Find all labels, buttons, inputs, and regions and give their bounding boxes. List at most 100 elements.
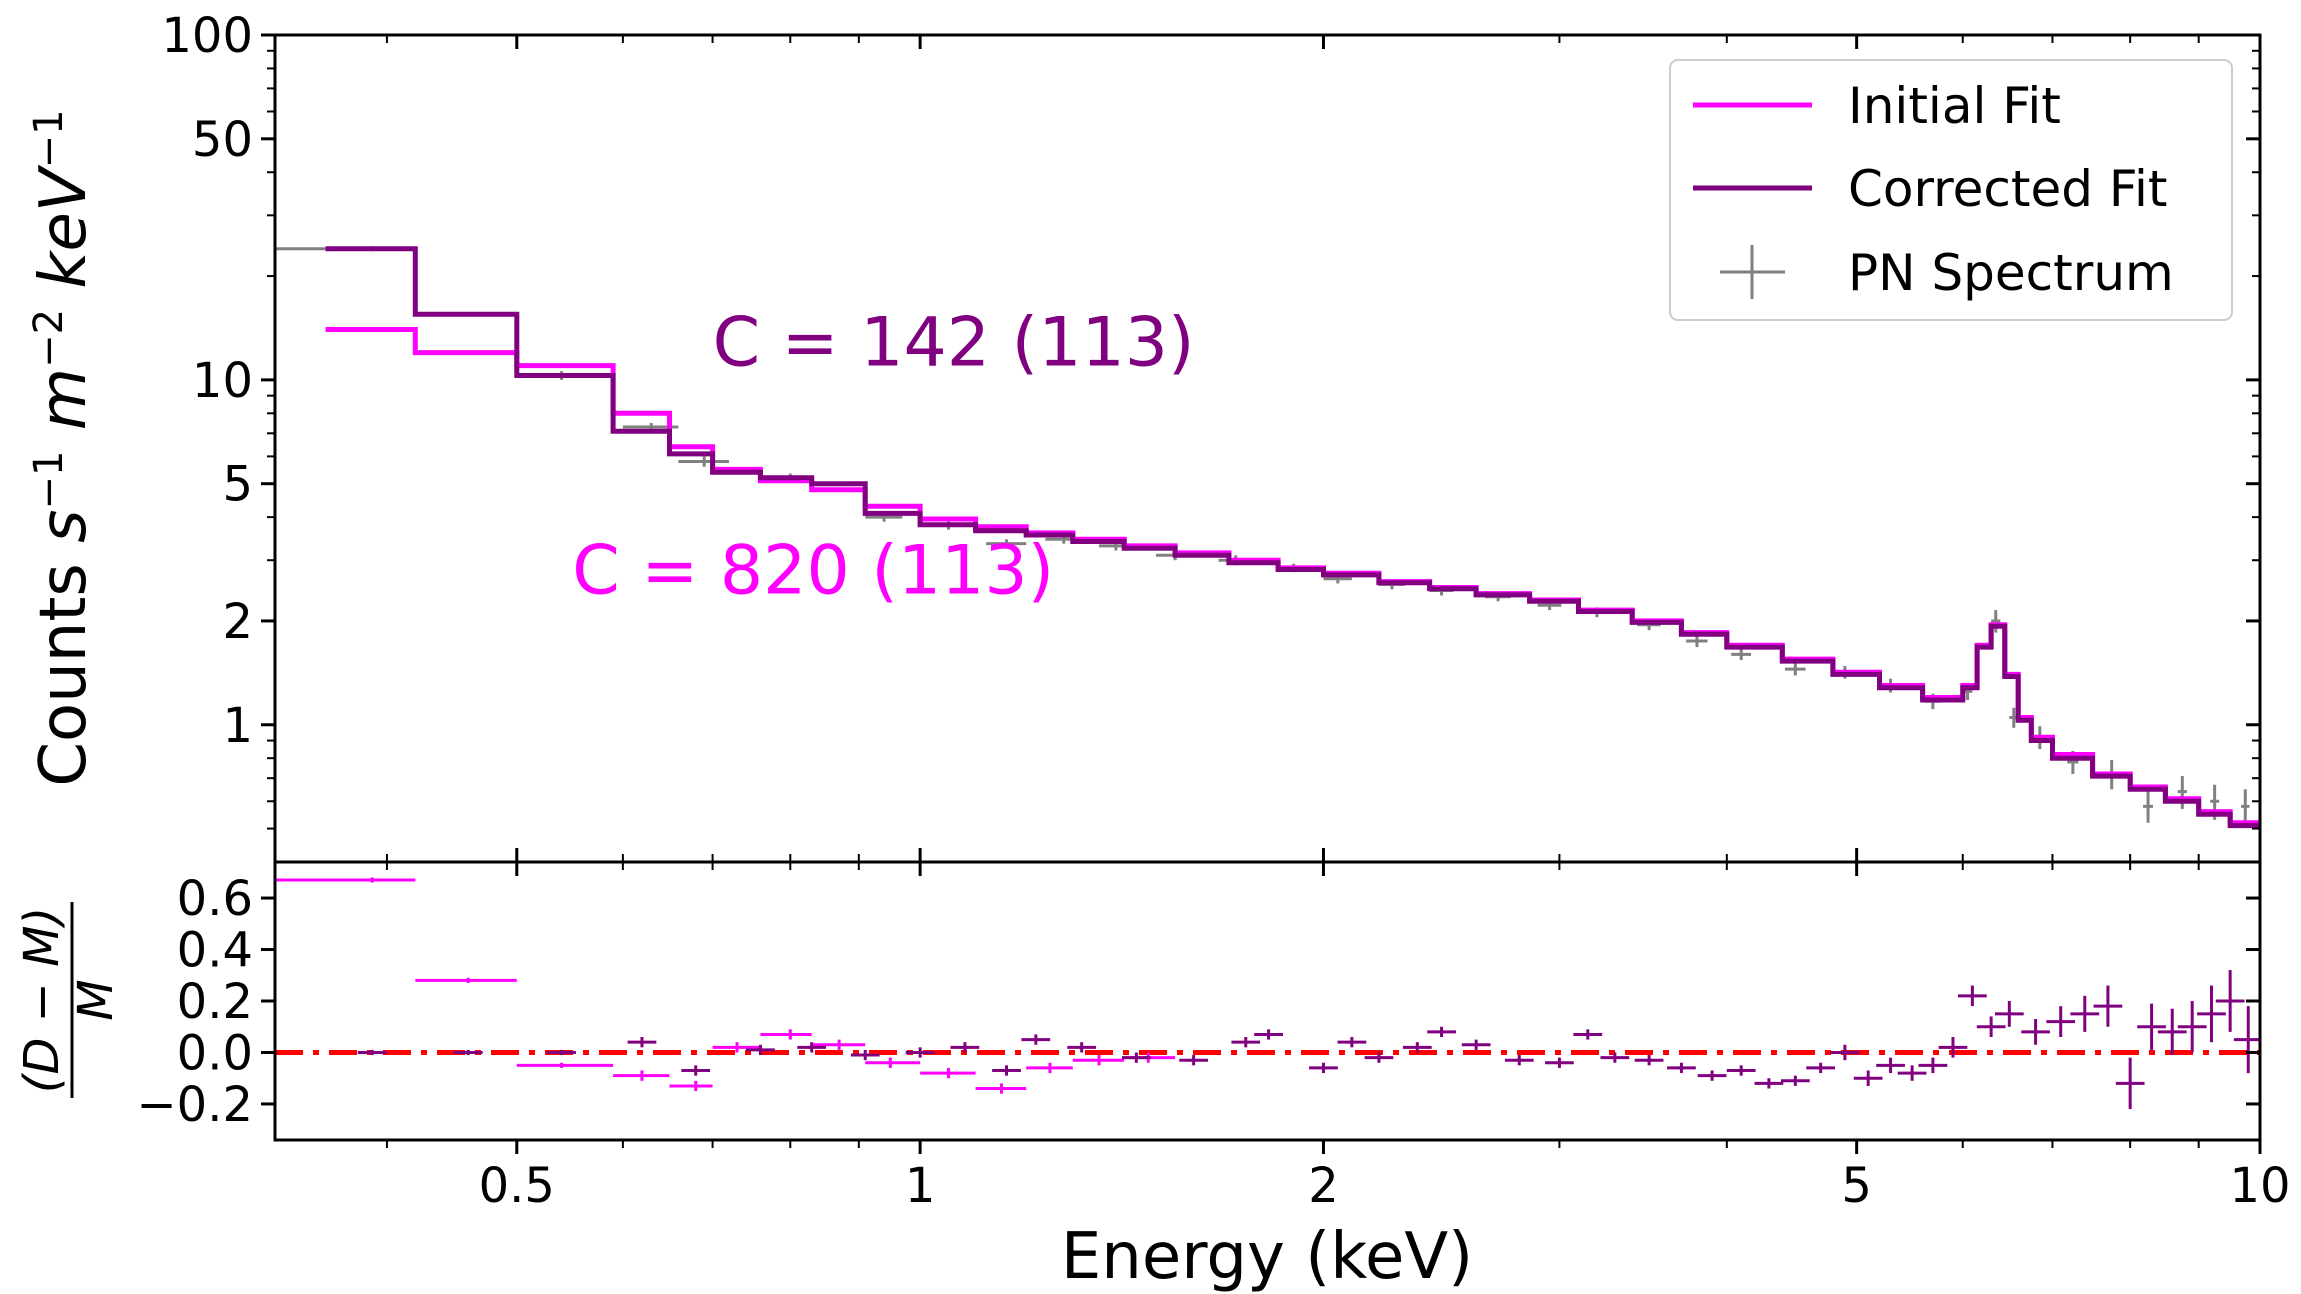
- corrected-residual-point: [1121, 1052, 1151, 1063]
- corrected-residual-point: [2137, 1003, 2166, 1050]
- corrected-residual-point: [2070, 995, 2100, 1032]
- corrected-residual-point: [1754, 1078, 1784, 1089]
- corrected-residual-point: [547, 1049, 576, 1056]
- main-y-axis-label: Counts s−1 m−2 keV−1: [26, 109, 101, 786]
- corrected-residual-point: [950, 1042, 980, 1053]
- corrected-residual-point: [2021, 1019, 2050, 1045]
- corrected-residual-point: [1976, 1016, 2006, 1038]
- x-axis-label: Energy (keV): [1061, 1220, 1473, 1294]
- corrected-residual-point: [453, 1049, 483, 1056]
- x-tick-label: 0.5: [479, 1158, 555, 1214]
- corrected-residual-point: [1634, 1055, 1664, 1066]
- corrected-residual-point: [1179, 1055, 1208, 1066]
- corrected-fit-line: [325, 246, 2260, 829]
- corrected-residual-point: [1402, 1042, 1432, 1053]
- initial-residual-point: [975, 1083, 1027, 1094]
- pn-spectrum-point: [678, 456, 729, 467]
- corrected-residual-point: [1897, 1065, 1927, 1081]
- residual-y-label-denominator: M: [68, 979, 124, 1020]
- corrected-residual-point: [2115, 1057, 2145, 1110]
- legend-label-initial-fit: Initial Fit: [1848, 77, 2061, 135]
- fit-statistic-initial: C = 820 (113): [572, 532, 1054, 611]
- legend: Initial Fit Corrected Fit PN Spectrum: [1669, 59, 2233, 321]
- initial-residual-point: [1026, 1062, 1073, 1074]
- initial-residual-point: [865, 1057, 921, 1068]
- legend-label-corrected-fit: Corrected Fit: [1848, 160, 2168, 218]
- corrected-residual-point: [2046, 1006, 2076, 1038]
- initial-residual-point: [920, 1067, 976, 1079]
- corrected-residual-point: [1067, 1042, 1097, 1053]
- corrected-residual-point: [1853, 1070, 1883, 1086]
- corrected-residual-point: [1545, 1057, 1574, 1068]
- initial-residual-point: [712, 1042, 761, 1053]
- corrected-residual-point: [1573, 1029, 1603, 1040]
- corrected-residual-point: [1726, 1065, 1756, 1076]
- corrected-residual-point: [1938, 1037, 1968, 1058]
- corrected-residual-point: [992, 1065, 1021, 1076]
- corrected-residual-point: [2233, 1006, 2260, 1074]
- pn-spectrum-point: [1991, 610, 2001, 633]
- corrected-residual-point: [2197, 985, 2226, 1043]
- corrected-residual-point: [1780, 1075, 1810, 1086]
- corrected-residual-point: [797, 1042, 827, 1053]
- residual-panel: 0.5 1 2 5 10 −0.20.00.20.40.6 (D − M) M Energ…: [14, 860, 2291, 1294]
- initial-residual-point: [1072, 1055, 1125, 1066]
- corrected-residual-point: [1918, 1057, 1948, 1074]
- main-y-tick-label: 10: [192, 353, 253, 409]
- corrected-residual-point: [1667, 1062, 1696, 1074]
- corrected-residual-point: [1461, 1039, 1491, 1050]
- corrected-residual-point: [1600, 1052, 1630, 1063]
- corrected-residual-point: [746, 1044, 775, 1056]
- pn-spectrum-point: [2241, 789, 2250, 826]
- corrected-residual-point: [2093, 985, 2123, 1027]
- pn-spectrum-point: [2143, 791, 2153, 823]
- corrected-residual-point: [2215, 970, 2245, 1032]
- main-panel: 1 2 5 10 50 100 C = 142 (113) C = 820 (113) I…: [26, 8, 2262, 864]
- initial-residual-point: [669, 1080, 713, 1092]
- corrected-residual-point: [1504, 1055, 1534, 1066]
- residual-y-tick-label: 0.2: [177, 974, 253, 1030]
- x-tick-label: 1: [905, 1158, 936, 1214]
- residual-y-tick-label: −0.2: [136, 1077, 253, 1133]
- initial-residual-point: [613, 1070, 670, 1081]
- x-tick-label: 5: [1841, 1158, 1872, 1214]
- corrected-residual-point: [1427, 1026, 1456, 1038]
- residual-y-tick-label: 0.6: [177, 871, 253, 927]
- corrected-residual-point: [1231, 1037, 1261, 1048]
- corrected-residual-point: [1994, 1001, 2024, 1027]
- main-y-tick-label: 5: [222, 457, 253, 513]
- pn-spectrum-point: [986, 539, 1027, 549]
- initial-residual-point: [275, 877, 416, 883]
- residual-y-axis-label: (D − M) M: [14, 902, 124, 1098]
- fit-statistic-corrected: C = 142 (113): [713, 304, 1195, 383]
- initial-residual-point: [811, 1039, 866, 1050]
- main-y-tick-label: 100: [161, 8, 253, 64]
- pn-spectrum-point: [1686, 635, 1708, 648]
- corrected-residual-point: [2157, 1008, 2187, 1056]
- corrected-residual-point: [1697, 1070, 1727, 1081]
- legend-box: [1669, 59, 2233, 321]
- corrected-residual-point: [850, 1049, 880, 1061]
- main-y-tick-label: 1: [222, 698, 253, 754]
- corrected-residual-point: [1958, 985, 1987, 1007]
- residual-y-label-numerator: (D − M): [14, 907, 70, 1094]
- x-tick-label: 2: [1308, 1158, 1339, 1214]
- main-y-tick-label: 2: [222, 594, 253, 650]
- residual-plot-frame: [273, 860, 2262, 1142]
- corrected-residual-point: [1806, 1062, 1836, 1074]
- corrected-residual-point: [905, 1047, 935, 1058]
- corrected-residual-point: [1830, 1044, 1860, 1061]
- residual-y-tick-label: 0.0: [177, 1025, 253, 1081]
- corrected-residual-point: [1876, 1057, 1905, 1074]
- main-y-tick-label: 50: [192, 112, 253, 168]
- legend-label-pn-spectrum: PN Spectrum: [1848, 244, 2174, 302]
- initial-residual-point: [516, 1062, 614, 1068]
- corrected-residual-point: [627, 1037, 657, 1048]
- residual-y-tick-label: 0.4: [177, 923, 253, 979]
- initial-residual-point: [760, 1029, 812, 1040]
- corrected-residual-point: [1309, 1062, 1338, 1074]
- x-tick-label: 10: [2229, 1158, 2290, 1214]
- initial-residual-point: [415, 977, 517, 983]
- corrected-residual-point: [681, 1065, 711, 1076]
